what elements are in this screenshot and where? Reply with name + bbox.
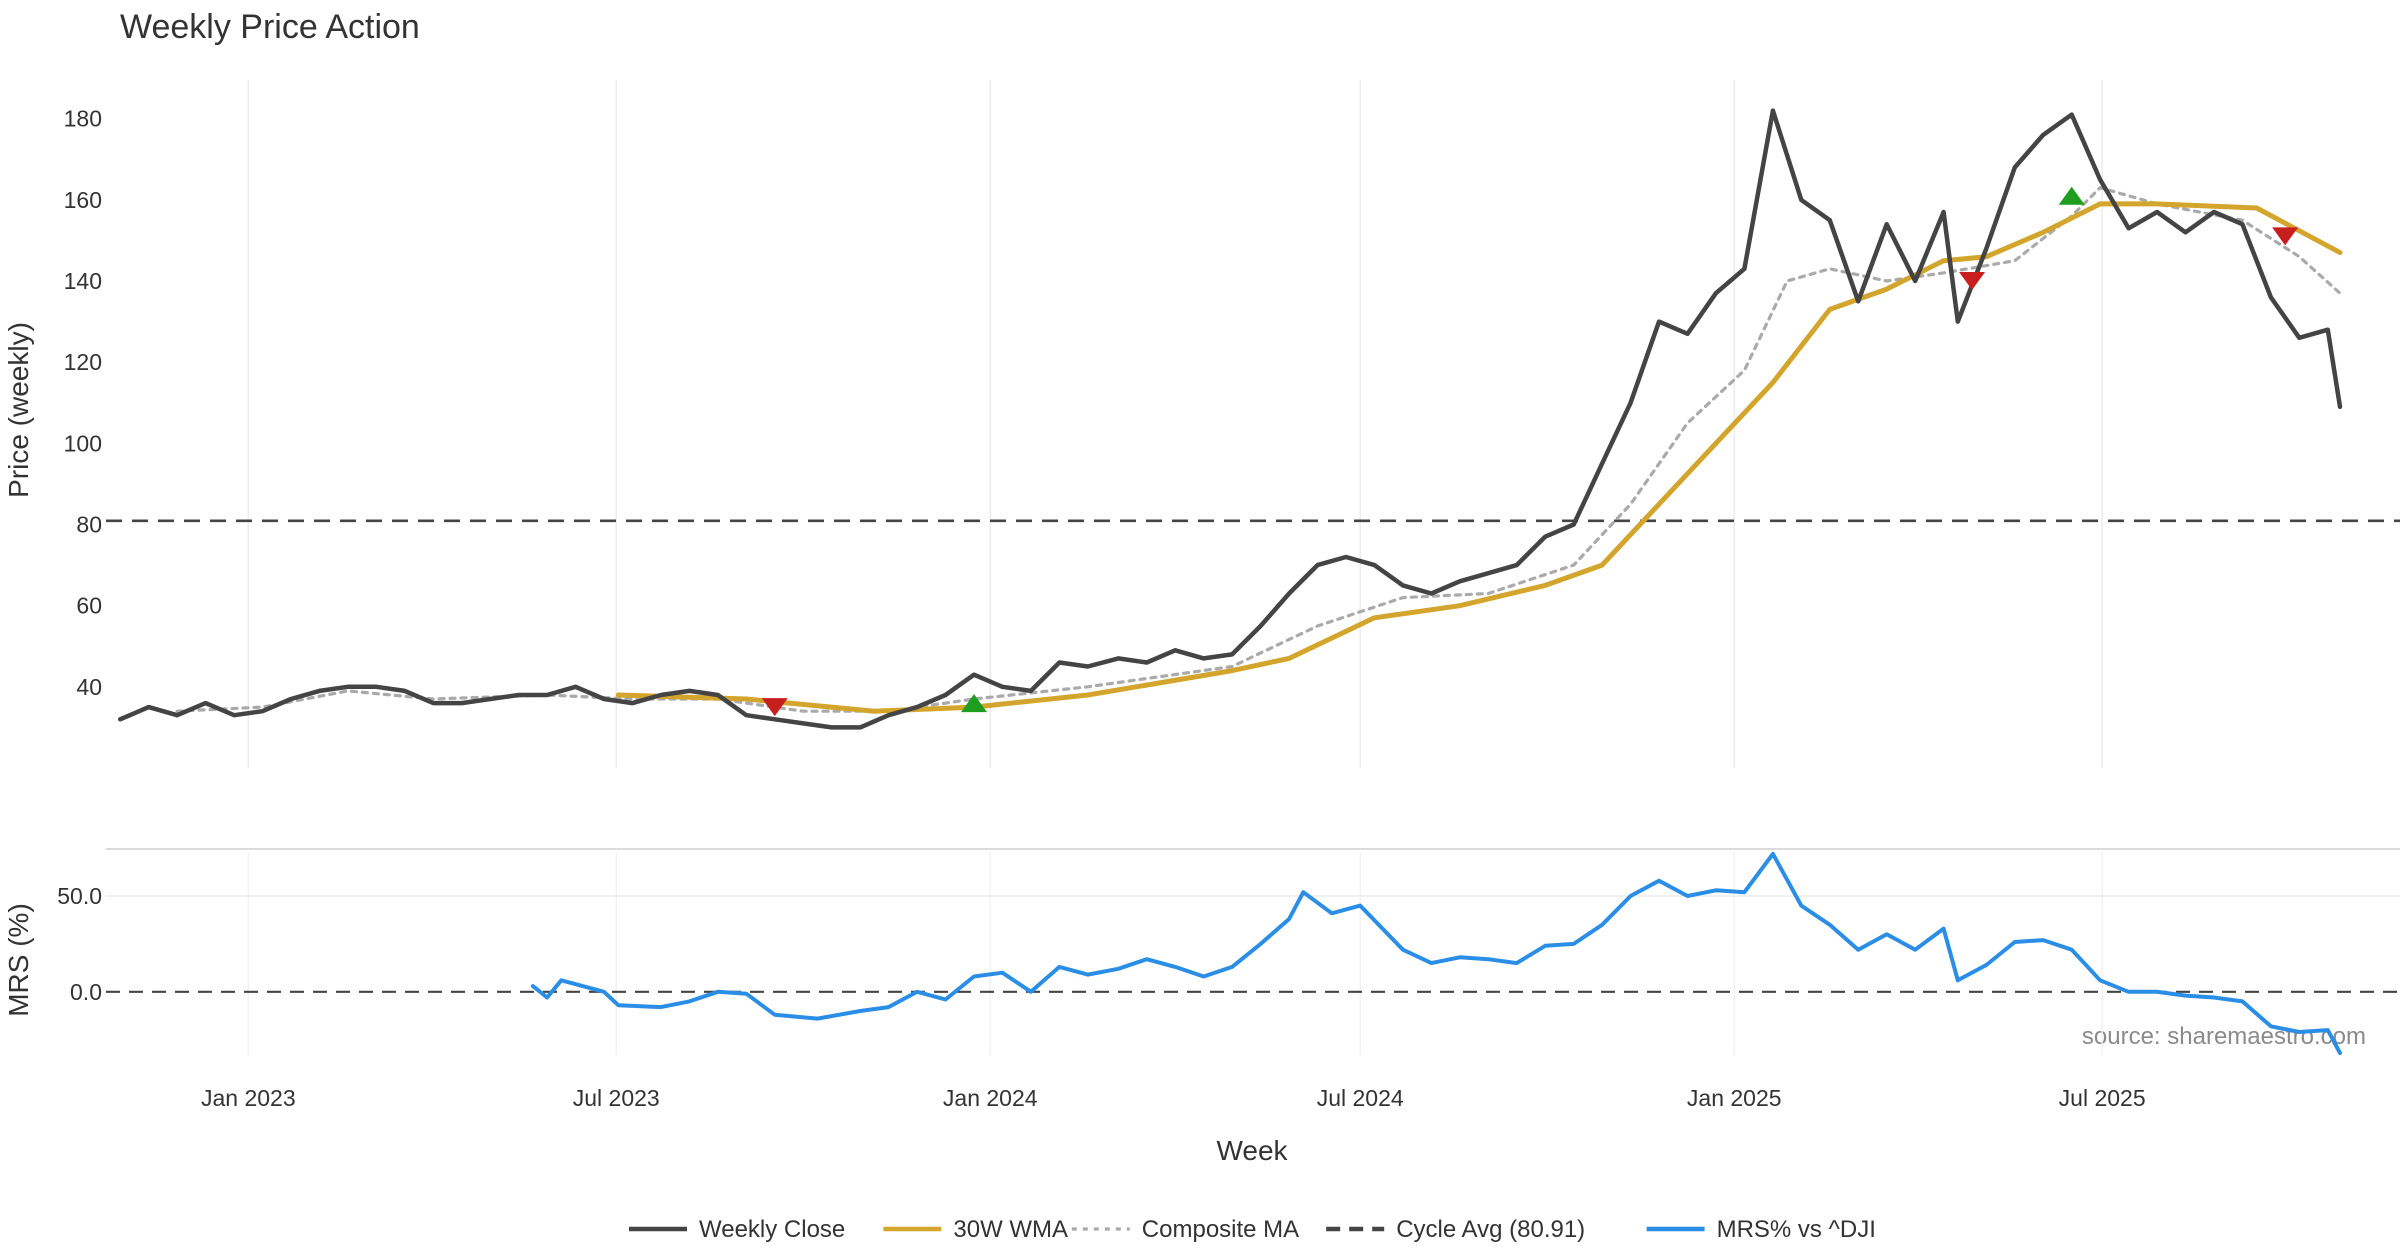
mrs-y-tick-0: 0.0 xyxy=(70,979,102,1005)
x-tick-jul-2025: Jul 2025 xyxy=(2059,1085,2146,1111)
legend: Weekly Close 30W WMA Composite MA Cycle Avg… xyxy=(629,1216,1876,1243)
gridlines xyxy=(106,80,2400,1055)
x-tick-jan-2023: Jan 2023 xyxy=(201,1085,296,1111)
x-tick-jan-2024: Jan 2024 xyxy=(943,1085,1038,1111)
x-tick-jul-2024: Jul 2024 xyxy=(1317,1085,1404,1111)
price-y-tick-180: 180 xyxy=(64,106,102,132)
series-lines xyxy=(106,108,2400,1056)
price-y-tick-160: 160 xyxy=(64,187,102,213)
legend-label-weekly-close: Weekly Close xyxy=(699,1216,845,1243)
x-tick-jan-2025: Jan 2025 xyxy=(1687,1085,1782,1111)
legend-label-30w-wma: 30W WMA xyxy=(953,1216,1068,1243)
y-tick-labels: 40 60 80 100 120 140 160 180 0.0 50.0 xyxy=(57,106,102,1005)
price-y-axis-label: Price (weekly) xyxy=(3,322,34,498)
mrs-y-tick-1: 50.0 xyxy=(57,883,102,909)
x-tick-labels: Jan 2023 Jul 2023 Jan 2024 Jul 2024 Jan 2025… xyxy=(201,1085,2146,1111)
legend-label-mrs-vs-dji: MRS% vs ^DJI xyxy=(1717,1216,1876,1243)
chart-title: Weekly Price Action xyxy=(120,8,420,46)
series-mrs-vs-dji xyxy=(530,851,2342,1056)
x-tick-jul-2023: Jul 2023 xyxy=(573,1085,660,1111)
legend-label-composite-ma: Composite MA xyxy=(1142,1216,1299,1243)
signal-markers xyxy=(761,186,2299,717)
price-y-tick-140: 140 xyxy=(64,268,102,294)
legend-label-cycle-avg-80-91: Cycle Avg (80.91) xyxy=(1396,1216,1585,1243)
sell-marker-4 xyxy=(2272,227,2299,246)
sell-marker-0 xyxy=(761,698,788,717)
price-y-tick-60: 60 xyxy=(76,593,102,619)
series-composite-ma xyxy=(175,186,2342,713)
price-y-tick-80: 80 xyxy=(76,512,102,538)
source-note: source: sharemaestro.com xyxy=(2082,1023,2366,1050)
price-y-tick-100: 100 xyxy=(64,430,102,456)
buy-marker-3 xyxy=(2058,186,2085,205)
sell-marker-2 xyxy=(1959,272,1986,291)
price-y-tick-40: 40 xyxy=(76,674,102,700)
price-y-tick-120: 120 xyxy=(64,349,102,375)
x-axis-label: Week xyxy=(1216,1135,1288,1166)
buy-marker-1 xyxy=(960,694,987,713)
series-weekly-close xyxy=(117,108,2343,730)
series-30w-wma xyxy=(615,201,2343,714)
mrs-y-axis-label: MRS (%) xyxy=(3,903,34,1017)
